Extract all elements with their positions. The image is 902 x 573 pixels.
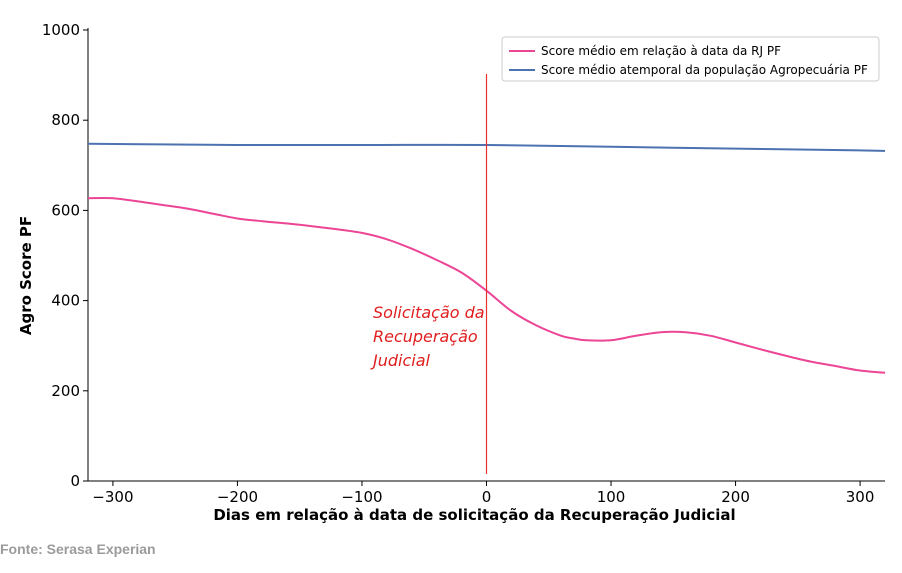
x-tick-label: −100	[341, 488, 382, 506]
y-tick-label: 1000	[42, 21, 80, 39]
legend-label-2: Score médio atemporal da população Agrop…	[541, 63, 868, 77]
x-axis-label: Dias em relação à data de solicitação da…	[213, 506, 735, 524]
legend: Score médio em relação à data da RJ PF Sc…	[501, 36, 880, 82]
x-tick-label: 200	[721, 488, 750, 506]
legend-box	[501, 36, 880, 82]
y-tick-label: 400	[51, 292, 80, 310]
y-tick-label: 800	[51, 111, 80, 129]
x-tick-label: −200	[217, 488, 258, 506]
y-tick-label: 200	[51, 382, 80, 400]
legend-label-1: Score médio em relação à data da RJ PF	[541, 44, 781, 58]
series-layer	[87, 142, 886, 374]
x-ticks: −300 −200 −100 0 100 200 300	[92, 481, 874, 506]
x-tick-label: −300	[92, 488, 133, 506]
line-chart: 0 200 400 600 800 1000 −300 −200 −100 0 100 200 300…	[17, 21, 886, 524]
x-tick-label: 100	[597, 488, 626, 506]
annotation: Solicitação da Recuperação Judicial	[370, 303, 485, 370]
annotation-line: Judicial	[370, 351, 431, 370]
y-ticks: 0 200 400 600 800 1000	[42, 21, 88, 490]
annotation-line: Recuperação	[373, 327, 478, 346]
y-tick-label: 600	[51, 201, 80, 219]
x-tick-label: 0	[482, 488, 492, 506]
series-line-2	[87, 142, 886, 152]
y-axis-label: Agro Score PF	[17, 216, 35, 335]
x-tick-label: 300	[846, 488, 875, 506]
series-line-1	[87, 196, 886, 374]
y-tick-label: 0	[70, 472, 80, 490]
source-note: Fonte: Serasa Experian	[0, 541, 156, 557]
annotation-line: Solicitação da	[373, 303, 485, 322]
